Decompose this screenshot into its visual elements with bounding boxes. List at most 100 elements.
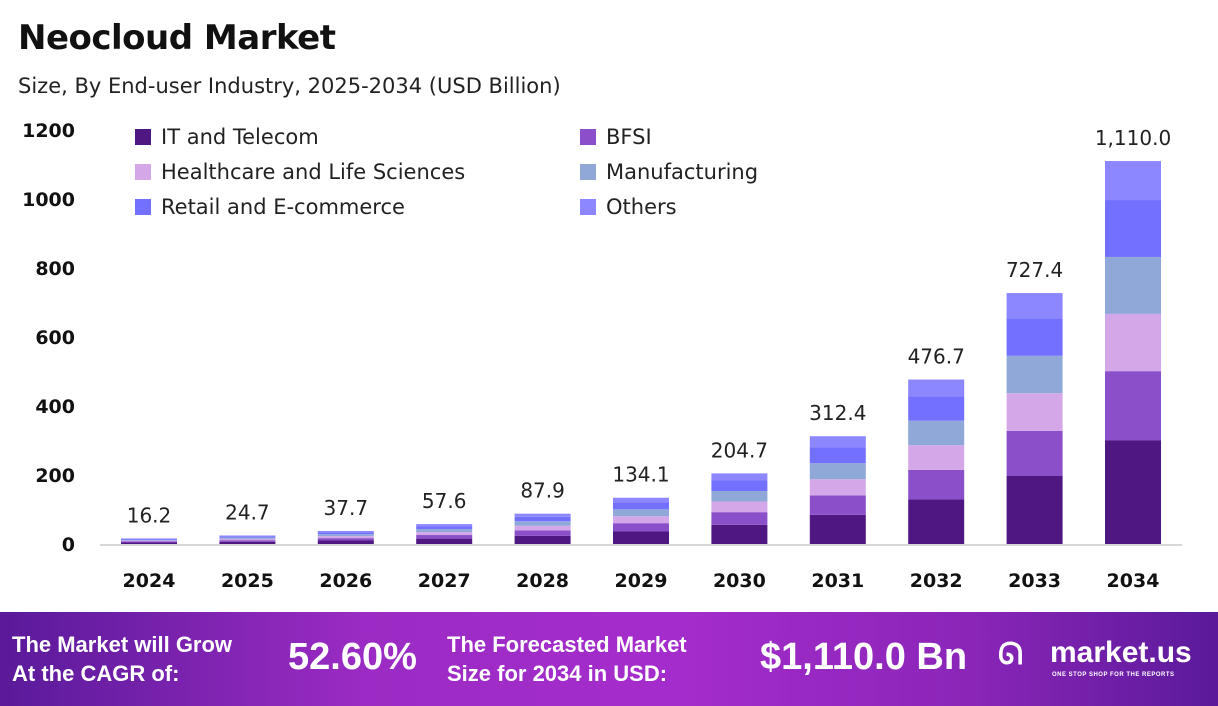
stacked-bar-chart: 0 200 400 600 800 1000 1200 16.2 2024 24.7 2025 37.…	[22, 120, 1182, 592]
bar-segment-bfsi-2033	[1006, 430, 1063, 477]
bar-segment-bfsi-2025	[219, 540, 276, 542]
bar-segment-manufacturing-2027	[416, 529, 473, 533]
bar-segment-it-and-telecom-2032	[908, 499, 965, 544]
bar-segment-manufacturing-2031	[809, 463, 866, 480]
legend-swatch	[135, 164, 151, 180]
legend-label: IT and Telecom	[161, 125, 319, 149]
brand-name: market.us	[1050, 636, 1192, 669]
legend-item: BFSI	[580, 125, 652, 149]
bar-segment-healthcare-and-life-sciences-2026	[317, 536, 374, 539]
bar-segment-manufacturing-2029	[613, 509, 669, 517]
x-tick-label: 2031	[811, 570, 864, 592]
total-data-label: 134.1	[612, 463, 669, 487]
legend-item: IT and Telecom	[135, 125, 319, 149]
bar-segment-healthcare-and-life-sciences-2025	[219, 538, 276, 541]
legend-label: Retail and E-commerce	[161, 195, 405, 219]
legend-label: Manufacturing	[606, 160, 759, 184]
chart-subtitle: Size, By End-user Industry, 2025-2034 (U…	[18, 74, 561, 98]
bar-segment-others-2029	[613, 497, 669, 503]
x-tick-label: 2034	[1107, 570, 1160, 592]
bar-segment-retail-and-e-commerce-2034	[1105, 200, 1161, 257]
bar-segment-it-and-telecom-2033	[1006, 476, 1063, 544]
chart-title: Neocloud Market	[18, 18, 336, 58]
forecast-label: The Forecasted Market Size for 2034 in US…	[447, 630, 687, 688]
bar-segment-others-2034	[1105, 161, 1161, 201]
bar-segment-healthcare-and-life-sciences-2034	[1105, 313, 1161, 372]
bar-segment-retail-and-e-commerce-2024	[121, 538, 177, 540]
y-tick-label: 400	[35, 396, 75, 418]
total-data-label: 204.7	[711, 438, 768, 462]
total-data-label: 16.2	[127, 503, 172, 527]
bar-segment-manufacturing-2034	[1105, 256, 1161, 314]
total-data-label: 1,110.0	[1095, 126, 1171, 150]
bar-segment-healthcare-and-life-sciences-2031	[809, 479, 866, 496]
bar-segment-others-2024	[121, 538, 177, 539]
bar-segment-retail-and-e-commerce-2030	[711, 480, 768, 492]
total-data-label: 24.7	[225, 500, 270, 524]
legend-item: Manufacturing	[580, 160, 758, 184]
cagr-value: 52.60%	[288, 636, 417, 678]
bar-segment-others-2027	[416, 524, 473, 527]
bar-segment-it-and-telecom-2031	[809, 514, 866, 544]
x-tick-label: 2029	[615, 570, 668, 592]
bar-segment-manufacturing-2028	[514, 521, 571, 526]
bar-segment-bfsi-2024	[121, 541, 177, 543]
x-tick-label: 2024	[123, 570, 176, 592]
bar-segment-healthcare-and-life-sciences-2030	[711, 501, 768, 513]
bar-segment-retail-and-e-commerce-2025	[219, 536, 276, 538]
bar-segment-others-2032	[908, 379, 965, 397]
total-data-label: 312.4	[809, 401, 866, 425]
bar-segment-retail-and-e-commerce-2033	[1006, 318, 1063, 356]
bar-segment-bfsi-2034	[1105, 371, 1161, 441]
footer-banner: The Market will Grow At the CAGR of: 52.6…	[0, 612, 1218, 706]
bar-segment-healthcare-and-life-sciences-2024	[121, 540, 177, 542]
bar-segment-manufacturing-2033	[1006, 355, 1063, 394]
bar-segment-retail-and-e-commerce-2026	[317, 532, 374, 535]
bar-segment-retail-and-e-commerce-2027	[416, 526, 473, 530]
bar-segment-retail-and-e-commerce-2029	[613, 502, 669, 510]
legend-swatch	[135, 129, 151, 145]
bar-segment-bfsi-2030	[711, 512, 768, 525]
bar-segment-bfsi-2026	[317, 538, 374, 541]
bar-segment-manufacturing-2032	[908, 420, 965, 446]
bar-segment-manufacturing-2025	[219, 537, 276, 539]
legend-label: BFSI	[606, 125, 652, 149]
brand-tagline: ONE STOP SHOP FOR THE REPORTS	[1052, 672, 1175, 678]
y-tick-label: 1000	[22, 189, 75, 211]
bar-segment-others-2028	[514, 513, 571, 517]
x-tick-label: 2030	[713, 570, 766, 592]
y-tick-label: 0	[62, 534, 75, 556]
bar-segment-healthcare-and-life-sciences-2027	[416, 532, 473, 536]
legend-item: Healthcare and Life Sciences	[135, 160, 465, 184]
legend-swatch	[580, 129, 596, 145]
bar-segment-manufacturing-2024	[121, 539, 177, 541]
legend-item: Others	[580, 195, 677, 219]
bar-segment-retail-and-e-commerce-2031	[809, 447, 866, 464]
total-data-label: 57.6	[422, 489, 467, 513]
x-tick-label: 2032	[910, 570, 963, 592]
forecast-label-line2: Size for 2034 in USD:	[447, 661, 668, 686]
bar-segment-it-and-telecom-2024	[121, 542, 177, 544]
total-data-label: 37.7	[324, 496, 369, 520]
y-tick-label: 200	[35, 465, 75, 487]
bar-segment-it-and-telecom-2027	[416, 538, 473, 544]
bar-segment-it-and-telecom-2028	[514, 535, 571, 544]
bar-segment-healthcare-and-life-sciences-2033	[1006, 393, 1063, 431]
cagr-label-line2: At the CAGR of:	[12, 661, 180, 686]
cagr-label: The Market will Grow At the CAGR of:	[12, 630, 232, 688]
bar-segment-healthcare-and-life-sciences-2028	[514, 525, 571, 531]
x-tick-label: 2025	[221, 570, 274, 592]
x-tick-label: 2033	[1008, 570, 1061, 592]
legend-swatch	[135, 199, 151, 215]
bar-segment-it-and-telecom-2030	[711, 524, 768, 544]
bar-segment-it-and-telecom-2029	[613, 531, 669, 544]
bar-segment-manufacturing-2026	[317, 534, 374, 537]
x-tick-label: 2027	[418, 570, 471, 592]
bar-segment-others-2025	[219, 535, 276, 537]
bar-segment-others-2031	[809, 436, 866, 448]
total-data-label: 87.9	[520, 479, 565, 503]
bar-segment-bfsi-2031	[809, 495, 866, 515]
bar-segment-bfsi-2032	[908, 469, 965, 500]
total-data-label: 476.7	[908, 345, 965, 369]
y-tick-label: 1200	[22, 120, 75, 142]
